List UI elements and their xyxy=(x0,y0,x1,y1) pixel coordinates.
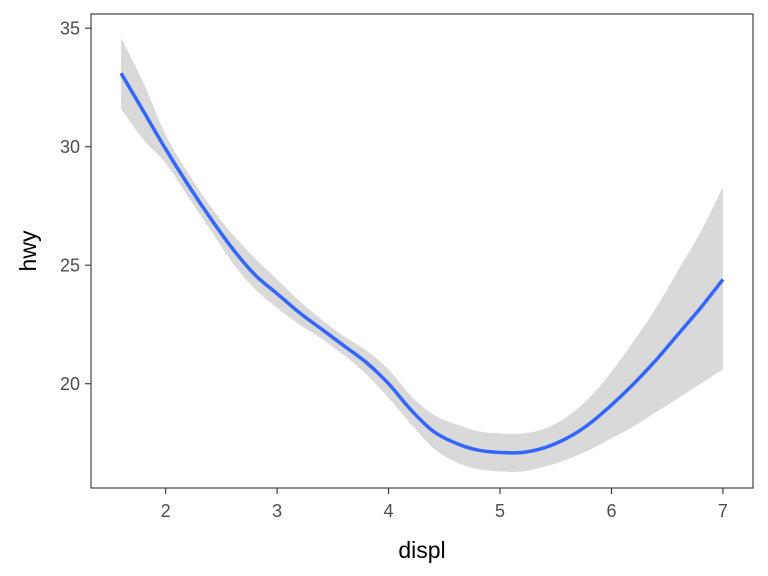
plot-panel xyxy=(119,37,725,472)
y-tick-label: 20 xyxy=(60,374,80,394)
y-tick-label: 25 xyxy=(60,256,80,276)
y-tick-label: 30 xyxy=(60,137,80,157)
x-tick-label: 2 xyxy=(161,501,171,521)
confidence-band xyxy=(121,37,723,472)
y-axis-title: hwy xyxy=(15,230,41,271)
panel-border xyxy=(90,13,754,489)
x-axis: 2 3 4 5 6 7 xyxy=(161,488,728,521)
x-tick-label: 5 xyxy=(495,501,505,521)
x-tick-label: 3 xyxy=(272,501,282,521)
y-axis: 20 25 30 35 xyxy=(60,19,91,394)
x-axis-title: displ xyxy=(398,537,445,563)
smooth-line xyxy=(119,72,725,455)
x-tick-label: 4 xyxy=(384,501,394,521)
y-tick-label: 35 xyxy=(60,19,80,39)
x-tick-label: 7 xyxy=(718,501,728,521)
x-tick-label: 6 xyxy=(606,501,616,521)
